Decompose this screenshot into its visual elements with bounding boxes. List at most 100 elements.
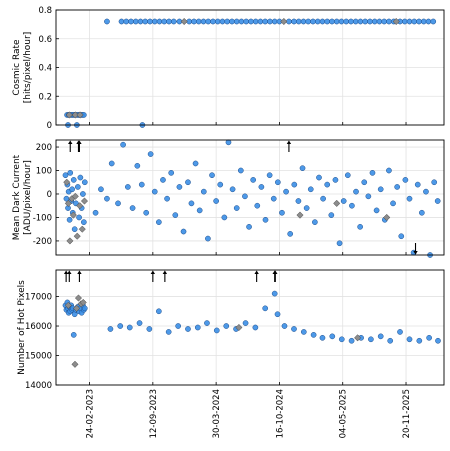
data-point-circle [67,170,74,176]
data-point-circle [373,207,380,214]
data-point-circle [324,181,331,188]
data-point-circle [303,205,310,211]
data-point-diamond [65,111,73,119]
data-point-circle [402,177,409,183]
data-point-circle [188,200,195,207]
data-point-circle [192,160,199,167]
y-tick-label: 0 [47,190,52,200]
data-point-circle [132,18,139,25]
data-point-circle [406,195,413,202]
data-point-circle [328,212,335,218]
upward-arrow-head [162,270,168,274]
data-point-diamond [296,211,304,219]
data-point-circle [320,195,326,202]
data-point-circle [397,329,403,335]
y-axis-label: [hits/pixel/hour] [23,32,33,103]
data-point-circle [287,231,294,237]
data-point-circle [74,184,81,190]
data-point-circle [394,184,401,190]
data-point-diamond [78,225,86,233]
data-point-circle [267,18,273,25]
data-point-circle [398,233,405,240]
data-point-circle [66,216,73,223]
data-point-circle [340,198,347,204]
x-tick-label: 12-09-2023 [149,389,159,438]
data-point-circle [81,305,88,312]
data-point-circle [191,18,197,25]
data-point-circle [238,18,245,25]
data-point-circle [213,327,220,334]
data-point-diamond [235,323,243,332]
data-point-circle [386,18,392,25]
data-point-circle [246,223,252,230]
data-point-diamond [333,199,341,207]
data-point-diamond [76,111,84,119]
data-point-circle [430,18,437,25]
y-tick-label: 0.2 [38,92,52,102]
data-point-circle [401,18,408,25]
data-point-diamond [280,17,288,26]
data-point-circle [252,18,259,25]
data-point-diamond [383,213,391,222]
data-point-circle [353,188,359,195]
data-point-circle [295,198,302,204]
data-point-circle [310,18,316,25]
data-point-circle [123,18,130,25]
data-point-diamond [180,17,188,26]
data-point-circle [338,18,345,25]
data-point-diamond [66,237,74,245]
data-point-circle [168,170,175,176]
data-point-circle [258,184,265,190]
data-point-circle [262,305,269,312]
panel-frame [55,269,445,386]
data-point-circle [307,186,314,193]
upward-arrow-head [286,140,292,144]
data-point-circle [137,18,144,25]
panel-dark-current: -200 -100 0 100 200 Mean Dark Current [ADU/pix… [12,139,445,258]
x-tick-label: 04-05-2025 [339,389,349,438]
data-point-circle [324,18,331,25]
data-point-circle [120,141,126,148]
data-point-circle [126,324,133,331]
data-point-circle [204,320,210,326]
data-point-circle [233,205,240,211]
data-point-circle [344,172,351,179]
data-point-circle [223,323,230,329]
y-axis-label: [ADU/pixel/hour] [23,160,33,235]
data-point-diamond [63,178,71,186]
data-point-circle [80,219,87,225]
data-point-circle [164,195,170,202]
data-point-circle [262,216,269,223]
data-point-diamond [79,298,87,306]
y-tick-label: 15000 [25,352,52,362]
data-point-circle [214,18,221,25]
upward-arrow-head [63,270,69,274]
data-point-circle [411,18,418,25]
data-point-circle [221,214,228,221]
upward-arrow-head [150,270,156,274]
data-point-circle [365,193,372,200]
data-point-circle [134,162,141,169]
data-point-circle [205,235,211,242]
data-point-circle [435,337,441,344]
data-point-circle [316,174,322,181]
data-point-circle [70,332,77,338]
data-point-circle [62,172,69,179]
data-point-circle [299,165,306,172]
y-tick-label: 14000 [25,381,52,391]
data-point-circle [376,18,383,25]
data-point-circle [108,160,115,167]
data-point-circle [117,323,124,329]
data-point-circle [237,167,244,174]
data-point-circle [348,18,354,25]
data-point-circle [156,18,163,25]
data-point-circle [172,212,179,218]
data-point-circle [151,18,158,25]
data-point-circle [257,18,264,25]
data-point-circle [332,177,339,183]
data-point-circle [348,337,355,344]
data-point-circle [338,336,345,343]
data-point-circle [425,18,432,25]
data-point-circle [252,324,259,331]
data-point-circle [151,188,158,195]
